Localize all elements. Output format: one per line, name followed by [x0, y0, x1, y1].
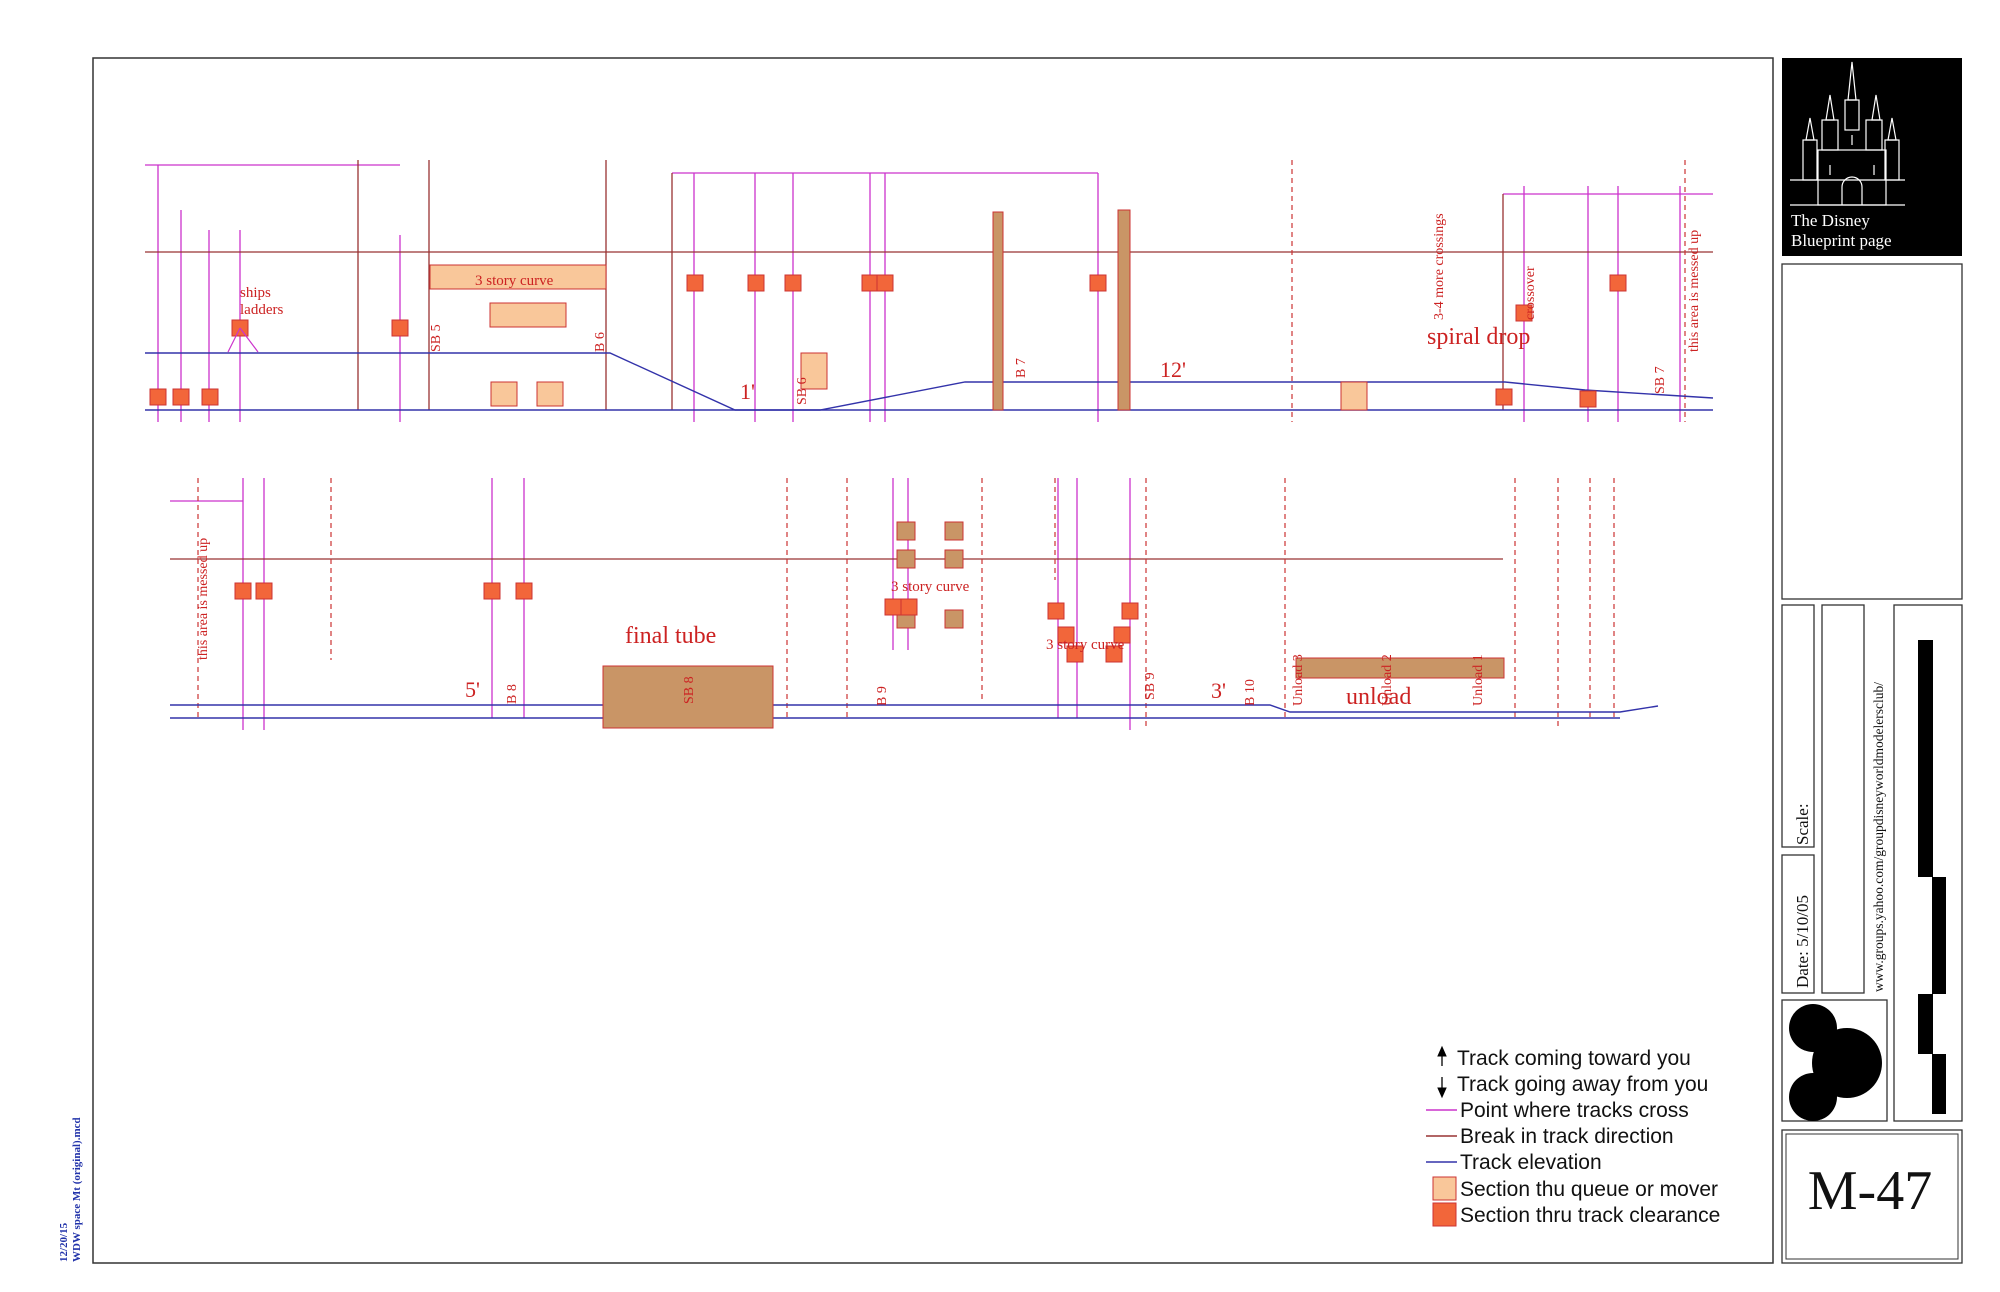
- barcode-box: [1893, 604, 1963, 1122]
- ships-label: ships: [240, 285, 271, 301]
- scale-label: Scale:: [1793, 803, 1812, 845]
- b9-label: B 9: [875, 686, 890, 706]
- b8-label: B 8: [505, 684, 520, 704]
- url-box: [1821, 604, 1865, 994]
- drawing-frame: [92, 57, 1774, 1264]
- top-messed-up-label: this area is messed up: [1687, 230, 1702, 352]
- legend-elevation: Track elevation: [1460, 1151, 1602, 1174]
- bottom-tan-squares: [896, 521, 964, 629]
- b10-label: B 10: [1243, 679, 1258, 706]
- bottom-section: this area is messed up final tube 5' B 8…: [170, 478, 1659, 730]
- barcode-bars: [1918, 640, 1946, 1114]
- logo-line2: Blueprint page: [1791, 231, 1892, 250]
- twelve-foot-label: 12': [1160, 357, 1186, 382]
- legend-clearance: Section thru track clearance: [1460, 1204, 1720, 1227]
- top-elevation-lines: [145, 352, 1714, 411]
- website-label: www.groups.yahoo.com/groupdisneyworldmod…: [1871, 682, 1886, 992]
- top-break-lines: [145, 160, 1713, 410]
- sb9-label: SB 9: [1143, 672, 1158, 700]
- title-block: The Disney Blueprint page Scale: Date: 5…: [1781, 58, 1963, 1264]
- castle-icon: [1790, 61, 1905, 206]
- spiral-drop-label: spiral drop: [1427, 324, 1530, 350]
- top-crossing-lines: [145, 164, 1713, 422]
- sb8-label: SB 8: [682, 676, 697, 704]
- legend-cross: Point where tracks cross: [1460, 1099, 1689, 1122]
- crossover-label: crossover: [1523, 266, 1538, 320]
- notes-box: [1781, 263, 1963, 600]
- sb6-label: SB 6: [795, 377, 810, 405]
- mickey-icon: [1789, 1004, 1882, 1121]
- legend-toward: Track coming toward you: [1457, 1047, 1691, 1070]
- bottom-dashed-lines: [197, 478, 1615, 730]
- unload3-label: Unload 3: [1291, 654, 1306, 706]
- unload-platform: [1295, 657, 1505, 679]
- one-foot-label: 1': [740, 379, 755, 404]
- story-curve-b-label: 3 story curve: [1046, 637, 1125, 653]
- scale-box: [1781, 604, 1815, 848]
- logo-line1: The Disney: [1791, 211, 1870, 230]
- bottom-elevation-lines: [170, 704, 1659, 719]
- story-curve-label: 3 story curve: [475, 273, 554, 289]
- ladders-label: ladders: [240, 302, 283, 318]
- date-box: [1781, 854, 1815, 994]
- page-number-box-outer: [1781, 1129, 1963, 1264]
- more-crossings-label: 3-4 more crossings: [1432, 213, 1447, 320]
- b7-label: B 7: [1014, 358, 1029, 378]
- bottom-clearance-squares: [234, 582, 1139, 663]
- story-curve-a-label: 3 story curve: [891, 579, 970, 595]
- sb5-label: SB 5: [429, 324, 444, 352]
- top-queue-boxes: [429, 264, 1368, 411]
- top-dashed-lines: [1291, 160, 1686, 422]
- mickey-box: [1781, 999, 1888, 1122]
- three-foot-label: 3': [1211, 678, 1226, 703]
- top-clearance-squares: [149, 274, 1627, 408]
- legend-clearance-swatch: [1432, 1202, 1457, 1227]
- legend-queue-swatch: [1432, 1176, 1457, 1201]
- b6-label: B 6: [593, 332, 608, 352]
- bottom-messed-up-label: this area is messed up: [196, 538, 211, 660]
- ships-ladder-legs: [227, 327, 259, 353]
- unload1-label: Unload 1: [1471, 654, 1486, 706]
- unload-label: unload: [1346, 684, 1411, 710]
- top-section: ships ladders 3 story curve SB 5 B 6 1' …: [145, 160, 1714, 422]
- arrow-up-icon: [1437, 1045, 1447, 1066]
- page-number-box-inner: [1785, 1133, 1959, 1260]
- logo-box: [1782, 58, 1962, 256]
- side-note-date: 12/20/15: [58, 1222, 70, 1262]
- arrow-down-icon: [1437, 1077, 1447, 1099]
- legend-break: Break in track direction: [1460, 1125, 1674, 1148]
- side-note-file: WDW space Mt (original).mcd: [71, 1117, 83, 1262]
- five-foot-label: 5': [465, 677, 480, 702]
- legend-queue: Section thu queue or mover: [1460, 1178, 1718, 1201]
- legend: Track coming toward you Track going away…: [1426, 1045, 1720, 1227]
- page-number: M-47: [1808, 1160, 1932, 1222]
- final-tube-label: final tube: [625, 623, 716, 649]
- sb7-label: SB 7: [1653, 366, 1668, 394]
- date-label: Date: 5/10/05: [1793, 895, 1812, 988]
- unload2-label: Unload 2: [1380, 654, 1395, 706]
- top-tube-columns: [992, 209, 1131, 411]
- final-tube-box: [602, 665, 774, 729]
- legend-away: Track going away from you: [1457, 1073, 1708, 1096]
